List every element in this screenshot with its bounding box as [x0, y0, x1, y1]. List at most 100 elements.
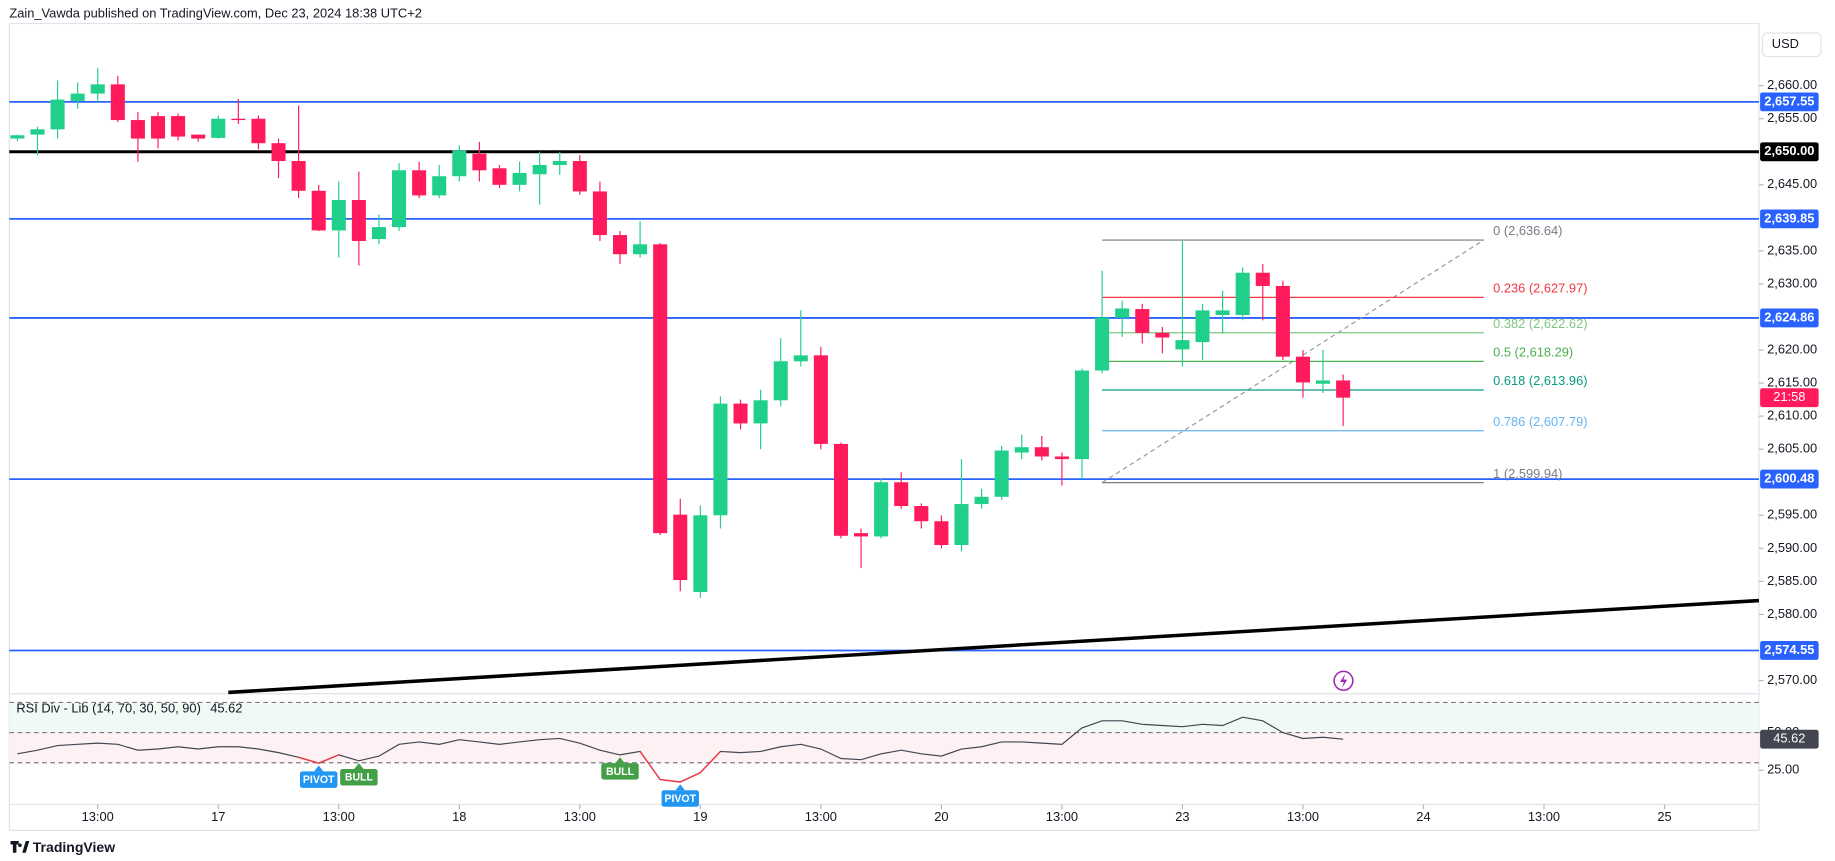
- candle-body: [974, 496, 989, 505]
- candle-body: [874, 482, 889, 537]
- candle-body: [572, 161, 587, 192]
- signal-box: [661, 790, 699, 807]
- y-tick-label: 2,645.00: [1767, 176, 1817, 191]
- y-tick-label: 2,605.00: [1767, 441, 1817, 456]
- x-tick-label: 13:00: [1528, 809, 1560, 824]
- candle-body: [994, 450, 1009, 497]
- alert-icon[interactable]: [1333, 670, 1354, 691]
- candle-body: [1074, 370, 1090, 460]
- x-tick-label: 24: [1416, 809, 1430, 824]
- candle-body: [1135, 309, 1150, 333]
- last-price-tag: [1760, 388, 1819, 408]
- candle-body: [813, 355, 828, 444]
- candle-body: [351, 200, 366, 242]
- candle-body: [713, 403, 728, 516]
- candle-body: [271, 143, 286, 162]
- price-tag-label: 2,624.86: [1764, 309, 1814, 324]
- fib-label: 0.5 (2,618.29): [1493, 344, 1573, 359]
- y-tick-label: 2,655.00: [1767, 110, 1817, 125]
- price-tag-label: 2,657.55: [1764, 93, 1814, 108]
- rsi-oversold: [298, 756, 319, 764]
- currency[interactable]: USD: [1772, 36, 1799, 51]
- price-tag: [1760, 142, 1819, 162]
- candle-body: [452, 150, 467, 177]
- rsi-oversold: [660, 778, 681, 783]
- candle-body: [833, 443, 848, 536]
- candle-body: [753, 400, 768, 424]
- candle-body: [1155, 332, 1170, 338]
- candle-body: [1034, 447, 1049, 457]
- candle-body: [1095, 317, 1110, 371]
- x-tick-label: 17: [211, 809, 225, 824]
- candle-body: [1054, 456, 1069, 460]
- price-tag-label: 2,600.48: [1764, 470, 1814, 485]
- y-tick-label: 2,585.00: [1767, 573, 1817, 588]
- y-tick-label: 2,630.00: [1767, 275, 1817, 290]
- candle-body: [693, 515, 708, 592]
- y-tick-label: 25.00: [1767, 762, 1799, 777]
- y-tick-label: 2,610.00: [1767, 408, 1817, 423]
- candle-body: [1115, 308, 1130, 318]
- candle-body: [612, 235, 628, 255]
- candle-body: [592, 191, 607, 236]
- price-tag-label: 2,650.00: [1764, 143, 1814, 158]
- candle-body: [673, 514, 688, 581]
- rsi-tag-label: 45.62: [1773, 731, 1805, 746]
- currency-box[interactable]: [1761, 32, 1822, 58]
- signal-box: [299, 771, 338, 788]
- candle-body: [412, 170, 427, 196]
- x-tick-label: 13:00: [805, 809, 837, 824]
- candle-body: [1014, 447, 1029, 453]
- candle-body: [793, 355, 808, 362]
- candle-body: [231, 118, 246, 121]
- signal-label: BULL: [345, 772, 374, 784]
- y-tick-label: 2,615.00: [1767, 374, 1817, 389]
- candle-body: [311, 190, 326, 231]
- rsi-oversold: [679, 772, 701, 783]
- candle-body: [1215, 310, 1230, 316]
- logo-mark: [10, 840, 30, 853]
- alert-bolt[interactable]: [1339, 673, 1348, 688]
- fib-label: 1 (2,599.94): [1493, 466, 1562, 481]
- signal-pointer: [675, 784, 685, 791]
- price-tag-label: 2,639.85: [1764, 210, 1814, 225]
- candle-body: [1195, 310, 1210, 343]
- fib-label: 0 (2,636.64): [1493, 223, 1562, 238]
- candle-body: [110, 84, 125, 121]
- candle-body: [191, 134, 206, 139]
- candle-body: [1255, 272, 1270, 286]
- logo: [10, 840, 30, 853]
- signal-label: PIVOT: [664, 793, 696, 805]
- candle-body: [1295, 356, 1310, 383]
- x-tick-label: 18: [452, 809, 466, 824]
- fib-label: 0.618 (2,613.96): [1493, 373, 1587, 388]
- candle-body: [1275, 285, 1290, 357]
- candle-body: [954, 504, 969, 546]
- y-tick-label: 2,660.00: [1767, 77, 1817, 92]
- upper-band: [9, 702, 1759, 733]
- candle-body: [392, 170, 407, 228]
- price-tag-label: 2,574.55: [1764, 642, 1814, 657]
- price-tag: [1760, 92, 1819, 112]
- price-tag: [1760, 469, 1819, 489]
- y-tick-label: 2,620.00: [1767, 341, 1817, 356]
- countdown: 21:58: [1773, 389, 1805, 404]
- candle-body: [251, 118, 266, 144]
- candle-body: [211, 118, 226, 138]
- x-tick-label: 13:00: [82, 809, 114, 824]
- candle-body: [733, 403, 748, 424]
- candle-body: [773, 361, 788, 401]
- signal-label: PIVOT: [303, 774, 335, 786]
- lower-band: [9, 732, 1759, 763]
- x-tick-label: 13:00: [564, 809, 596, 824]
- signal-label: BULL: [606, 766, 635, 778]
- x-tick-label: 20: [934, 809, 948, 824]
- x-tick-label: 13:00: [323, 809, 355, 824]
- y-tick-label: 2,635.00: [1767, 242, 1817, 257]
- x-tick-label: 19: [693, 809, 707, 824]
- rsi-oversold: [699, 750, 721, 774]
- candle-body: [1175, 340, 1190, 350]
- fib-label: 0.382 (2,622.62): [1493, 316, 1587, 331]
- y-tick-label: 2,590.00: [1767, 540, 1817, 555]
